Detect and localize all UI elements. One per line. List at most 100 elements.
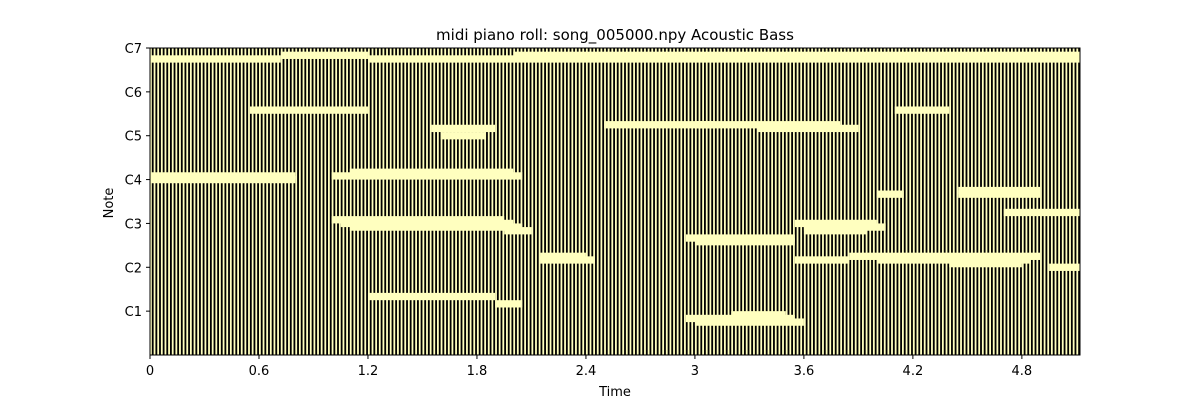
note-column xyxy=(280,48,283,355)
note-column xyxy=(1007,48,1010,355)
note-column xyxy=(691,48,694,355)
note-column xyxy=(811,48,813,355)
note-column xyxy=(575,48,577,355)
note-column xyxy=(564,48,566,355)
note-column xyxy=(233,48,236,355)
note-column xyxy=(164,48,167,355)
note-column xyxy=(851,48,853,355)
note-column xyxy=(291,48,294,355)
sustained-note xyxy=(604,121,714,129)
note-column xyxy=(967,48,970,355)
note-column xyxy=(883,48,886,355)
y-tick-label: C6 xyxy=(125,86,142,101)
note-column xyxy=(476,48,479,355)
note-column xyxy=(175,48,178,355)
note-column xyxy=(157,48,160,355)
note-column xyxy=(836,48,839,355)
note-column xyxy=(331,48,334,355)
note-column xyxy=(407,48,410,355)
x-tick-label: 2.4 xyxy=(576,364,597,379)
note-column xyxy=(197,48,200,355)
note-column xyxy=(771,48,774,355)
note-column xyxy=(524,48,526,355)
y-tick-label: C5 xyxy=(125,130,142,145)
note-column xyxy=(585,48,588,355)
note-column xyxy=(727,48,730,355)
note-column xyxy=(604,48,606,355)
note-column xyxy=(673,48,675,355)
note-column xyxy=(927,48,930,355)
note-column xyxy=(654,48,657,355)
note-column xyxy=(317,48,319,355)
sustained-note xyxy=(540,256,596,264)
note-column xyxy=(346,48,348,355)
note-column xyxy=(742,48,744,355)
note-column xyxy=(451,48,454,355)
note-column xyxy=(865,48,868,355)
note-column xyxy=(858,48,861,355)
note-column xyxy=(168,48,170,355)
note-column xyxy=(996,48,999,355)
note-column xyxy=(734,48,737,355)
note-column xyxy=(600,48,603,355)
note-column xyxy=(760,48,763,355)
note-column xyxy=(618,48,621,355)
sustained-note xyxy=(280,51,368,59)
note-column xyxy=(426,48,428,355)
note-column xyxy=(288,48,290,355)
note-column xyxy=(756,48,759,355)
note-column xyxy=(981,48,984,355)
note-column xyxy=(854,48,857,355)
note-column xyxy=(436,48,439,355)
sustained-note xyxy=(685,234,795,242)
x-tick-label: 1.8 xyxy=(467,364,488,379)
note-column xyxy=(229,48,232,355)
note-column xyxy=(905,48,908,355)
note-column xyxy=(1036,48,1039,355)
sustained-note xyxy=(894,106,950,114)
note-column xyxy=(491,48,494,355)
note-column xyxy=(876,48,879,355)
note-column xyxy=(938,48,941,355)
note-column xyxy=(433,48,436,355)
note-column xyxy=(375,48,378,355)
note-column xyxy=(382,48,385,355)
note-column xyxy=(596,48,599,355)
sustained-note xyxy=(758,124,859,133)
note-column xyxy=(894,48,897,355)
note-column xyxy=(633,48,635,355)
note-column xyxy=(466,48,468,355)
note-column xyxy=(535,48,537,355)
note-column xyxy=(258,48,261,355)
note-column xyxy=(335,48,338,355)
sustained-note xyxy=(694,238,795,246)
note-column xyxy=(720,48,723,355)
note-column xyxy=(1047,48,1050,355)
note-column xyxy=(960,48,962,355)
note-column xyxy=(393,48,396,355)
note-column xyxy=(992,48,995,355)
y-tick-label: C2 xyxy=(125,261,142,276)
note-column xyxy=(622,48,625,355)
note-column xyxy=(785,48,788,355)
sustained-note xyxy=(349,223,523,231)
note-column xyxy=(822,48,824,355)
note-column xyxy=(665,48,668,355)
note-column xyxy=(611,48,614,355)
note-column xyxy=(251,48,254,355)
sustained-note xyxy=(794,219,877,228)
note-column xyxy=(520,48,523,355)
sustained-note xyxy=(685,314,795,323)
y-axis-label: Note xyxy=(102,188,117,219)
note-column xyxy=(1029,48,1031,355)
note-column xyxy=(709,48,712,355)
x-tick-label: 4.2 xyxy=(903,364,924,379)
note-column xyxy=(324,48,327,355)
sustained-note xyxy=(349,168,514,176)
note-column xyxy=(1050,48,1053,355)
note-column xyxy=(880,48,883,355)
note-column xyxy=(615,48,617,355)
note-column xyxy=(840,48,843,355)
note-column xyxy=(647,48,650,355)
note-column xyxy=(367,48,370,355)
